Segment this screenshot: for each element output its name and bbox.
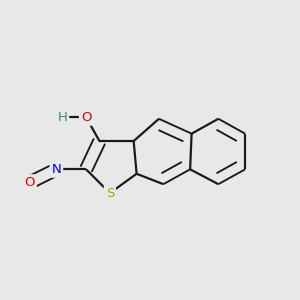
- Text: O: O: [24, 176, 35, 189]
- Text: S: S: [106, 187, 114, 200]
- Text: O: O: [81, 111, 91, 124]
- Text: N: N: [52, 163, 61, 176]
- Text: H: H: [57, 111, 67, 124]
